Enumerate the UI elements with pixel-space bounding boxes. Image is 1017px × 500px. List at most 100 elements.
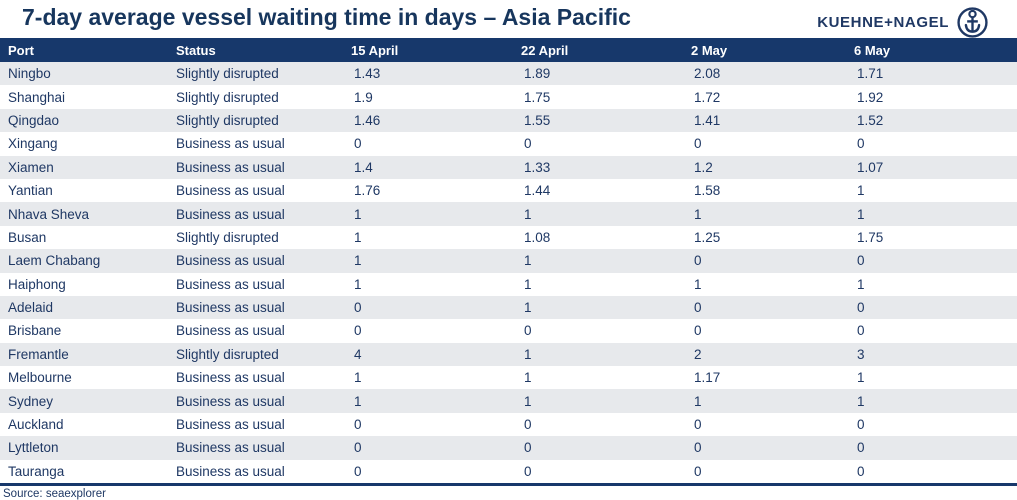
table-row: Auckland Business as usual 0 0 0 0 [0,412,1017,437]
value-cell: 1.25 [694,229,721,245]
status-cell: Slightly disrupted [176,112,279,128]
port-cell: Xiamen [8,159,54,175]
waiting-time-table: Port Status 15 April 22 April 2 May 6 May Nin… [0,38,1017,487]
value-cell: 1 [857,276,865,292]
table-row: Fremantle Slightly disrupted 4 1 2 3 [0,342,1017,367]
port-cell: Busan [8,229,47,245]
status-cell: Business as usual [176,440,285,456]
value-cell: 1 [694,276,702,292]
port-cell: Sydney [8,393,54,409]
port-cell: Tauranga [8,463,65,479]
table-row: Melbourne Business as usual 1 1 1.17 1 [0,366,1017,390]
value-cell: 0 [857,253,865,269]
value-cell: 1 [354,393,362,409]
table-row: Haiphong Business as usual 1 1 1 1 [0,272,1017,296]
status-cell: Business as usual [176,393,285,409]
value-cell: 1.58 [694,183,721,199]
page-header: 7-day average vessel waiting time in day… [0,0,1017,38]
value-cell: 4 [354,346,362,362]
column-header-2-may: 2 May [677,38,840,62]
value-cell: 1.89 [524,66,551,82]
value-cell: 0 [524,323,532,339]
table-row: Busan Slightly disrupted 1 1.08 1.25 1.75 [0,225,1017,250]
kuehne-nagel-logo: KUEHNE+NAGEL [817,6,989,39]
port-cell: Adelaid [8,300,54,316]
value-cell: 1 [857,183,865,199]
status-cell: Business as usual [176,136,285,152]
value-cell: 1 [354,370,362,386]
table-header-row: Port Status 15 April 22 April 2 May 6 May [0,38,1017,62]
port-cell: Laem Chabang [8,253,101,269]
value-cell: 0 [354,463,362,479]
value-cell: 0 [694,323,702,339]
status-cell: Business as usual [176,159,285,175]
table-row: Laem Chabang Business as usual 1 1 0 0 [0,249,1017,273]
value-cell: 1 [857,370,865,386]
value-cell: 1 [524,253,532,269]
value-cell: 0 [524,440,532,456]
table-row: Xiamen Business as usual 1.4 1.33 1.2 1.07 [0,155,1017,179]
status-cell: Business as usual [176,206,285,222]
port-cell: Brisbane [8,323,62,339]
value-cell: 0 [354,136,362,152]
port-cell: Ningbo [8,66,51,82]
value-cell: 2.08 [694,66,721,82]
page-title: 7-day average vessel waiting time in day… [22,4,631,30]
value-cell: 1.52 [857,112,884,128]
value-cell: 1.75 [524,89,551,105]
port-cell: Yantian [8,183,53,199]
value-cell: 0 [857,300,865,316]
value-cell: 1.76 [354,183,381,199]
value-cell: 1.2 [694,159,713,175]
status-cell: Business as usual [176,323,285,339]
value-cell: 1.55 [524,112,551,128]
value-cell: 0 [694,253,702,269]
table-row: Shanghai Slightly disrupted 1.9 1.75 1.72 1.9… [0,85,1017,109]
table-row: Yantian Business as usual 1.76 1.44 1.58 1 [0,178,1017,203]
column-header-status: Status [168,38,337,62]
value-cell: 1 [354,276,362,292]
value-cell: 1 [524,206,532,222]
value-cell: 1.08 [524,229,551,245]
value-cell: 1.44 [524,183,551,199]
value-cell: 0 [694,136,702,152]
port-cell: Haiphong [8,276,66,292]
value-cell: 0 [354,417,362,433]
value-cell: 0 [354,323,362,339]
value-cell: 1.92 [857,89,884,105]
status-cell: Slightly disrupted [176,229,279,245]
table-row: Brisbane Business as usual 0 0 0 0 [0,319,1017,343]
table-row: Lyttleton Business as usual 0 0 0 0 [0,436,1017,460]
value-cell: 0 [857,417,865,433]
value-cell: 1 [354,229,362,245]
value-cell: 1.9 [354,89,373,105]
value-cell: 1.4 [354,159,373,175]
port-cell: Lyttleton [8,440,59,456]
value-cell: 1.41 [694,112,721,128]
value-cell: 1 [524,393,532,409]
status-cell: Business as usual [176,276,285,292]
port-cell: Nhava Sheva [8,206,90,222]
source-note: Source: seaexplorer [3,488,106,500]
value-cell: 0 [524,463,532,479]
value-cell: 1 [524,346,532,362]
value-cell: 1 [354,206,362,222]
value-cell: 1 [857,393,865,409]
value-cell: 0 [694,300,702,316]
value-cell: 0 [694,440,702,456]
column-header-6-may: 6 May [840,38,1017,62]
table-row: Xingang Business as usual 0 0 0 0 [0,132,1017,156]
value-cell: 0 [354,300,362,316]
value-cell: 2 [694,346,702,362]
column-header-22-april: 22 April [507,38,677,62]
status-cell: Business as usual [176,300,285,316]
port-cell: Shanghai [8,89,66,105]
value-cell: 0 [857,463,865,479]
port-cell: Qingdao [8,112,60,128]
value-cell: 1 [524,276,532,292]
table-row: Sydney Business as usual 1 1 1 1 [0,389,1017,413]
value-cell: 0 [524,136,532,152]
port-cell: Auckland [8,417,64,433]
value-cell: 0 [857,440,865,456]
column-header-port: Port [0,38,168,62]
